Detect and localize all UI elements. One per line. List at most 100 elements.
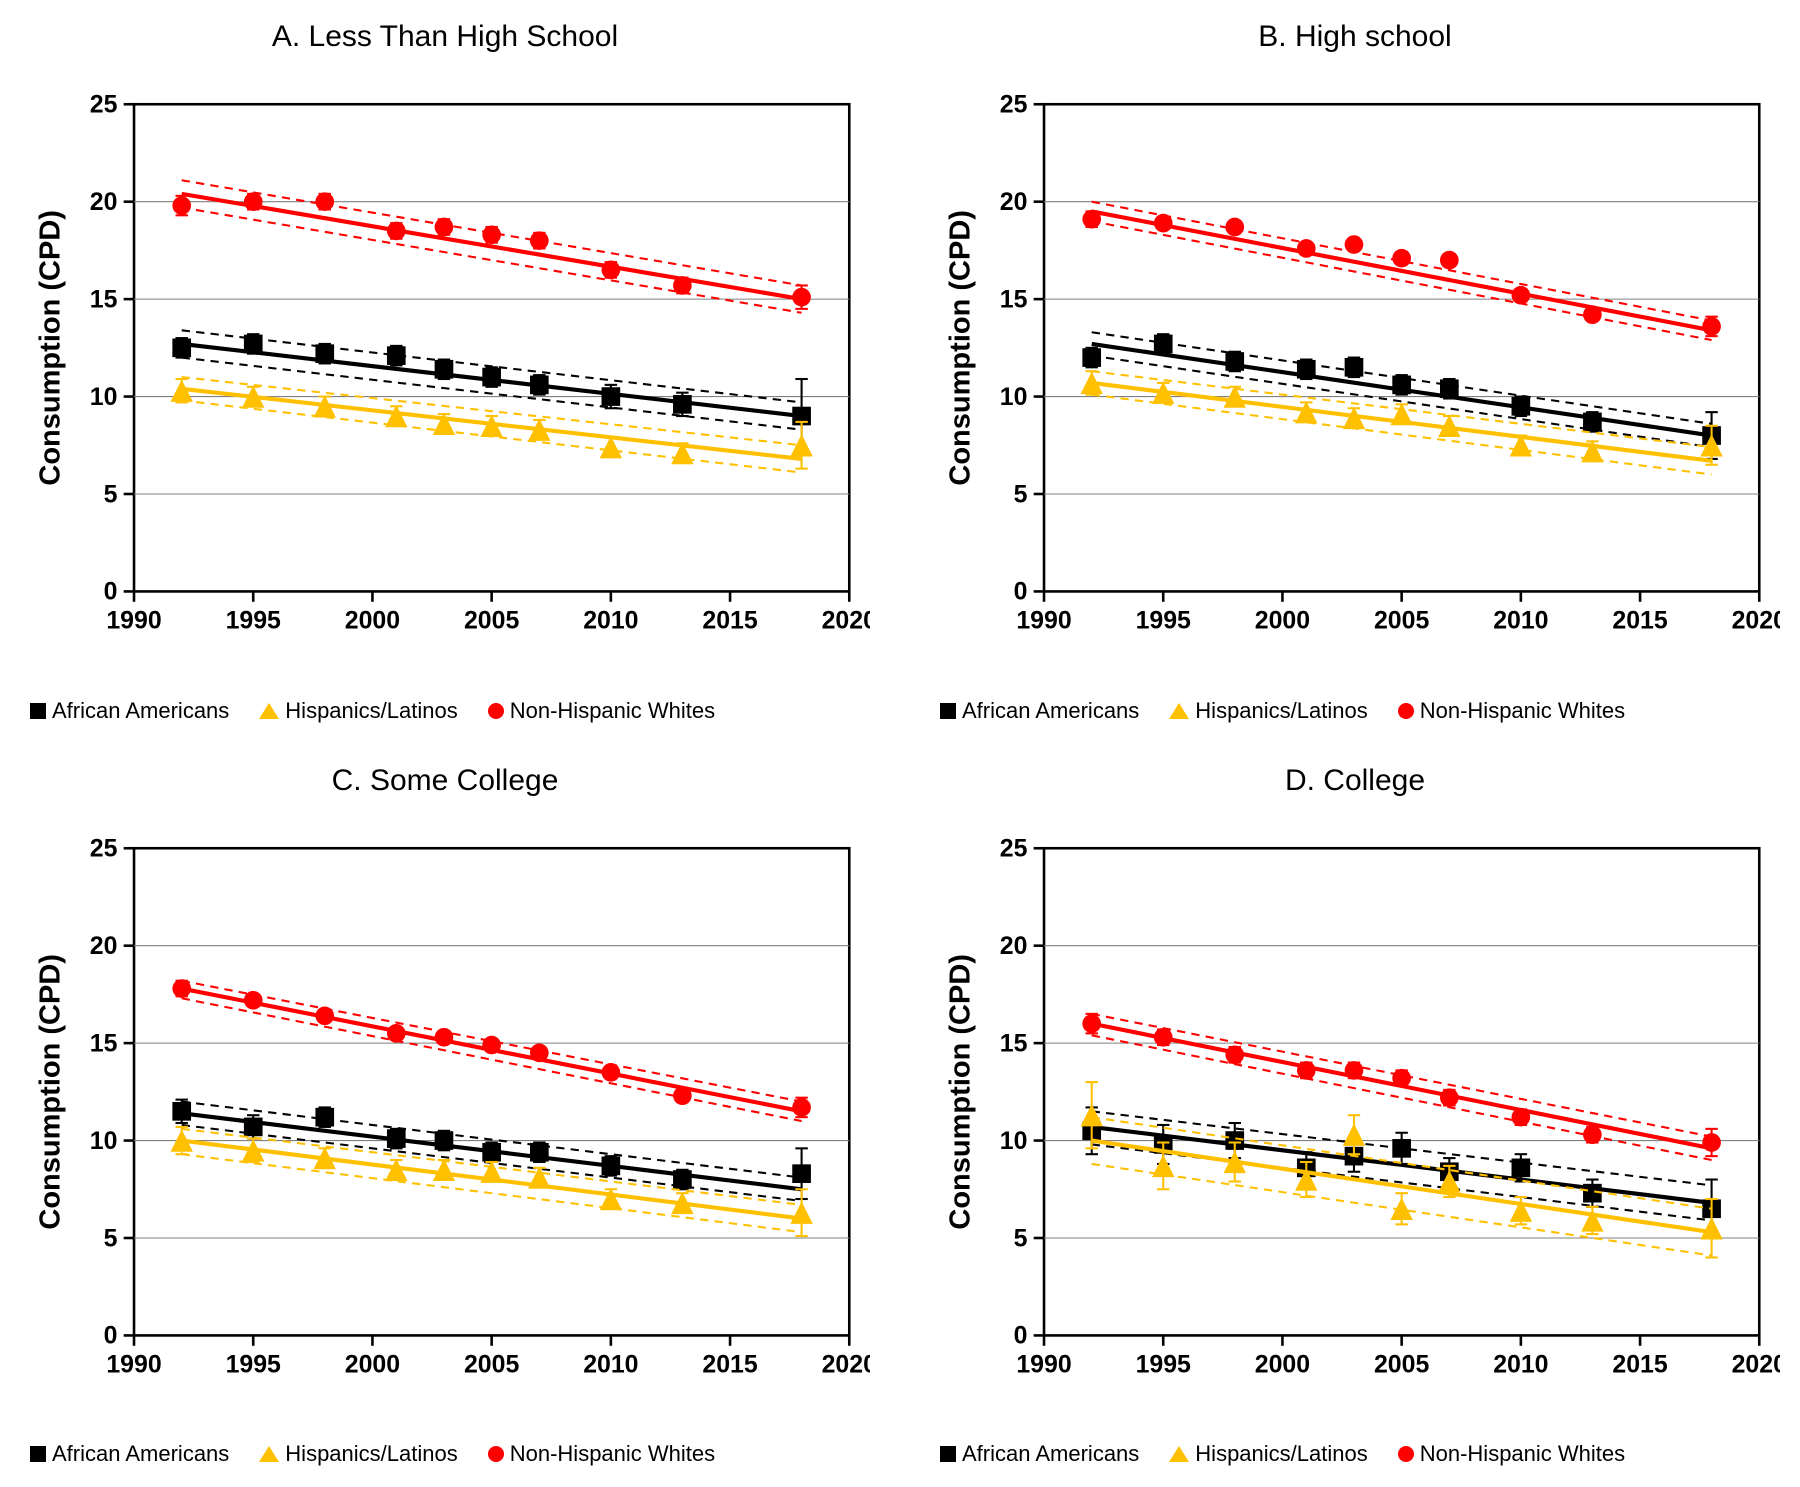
legend-item: Hispanics/Latinos — [259, 1441, 457, 1467]
svg-text:2010: 2010 — [1493, 1350, 1548, 1378]
svg-text:2005: 2005 — [1374, 1350, 1429, 1378]
chart-area: 05101520251990199520002005201020152020Co… — [20, 66, 870, 682]
panel-title: B. High school — [930, 20, 1780, 54]
svg-text:0: 0 — [1014, 1321, 1028, 1349]
svg-text:25: 25 — [90, 834, 118, 862]
legend-marker-triangle — [259, 703, 279, 719]
legend-label: African Americans — [52, 698, 229, 724]
svg-text:2015: 2015 — [1612, 607, 1667, 635]
legend-label: Hispanics/Latinos — [285, 698, 457, 724]
svg-text:Consumption (CPD): Consumption (CPD) — [944, 210, 976, 486]
panel-A: A. Less Than High School 051015202519901… — [20, 20, 870, 724]
legend-item: Hispanics/Latinos — [259, 698, 457, 724]
legend-marker-triangle — [259, 1446, 279, 1462]
legend: African Americans Hispanics/Latinos Non-Hi… — [930, 698, 1780, 724]
svg-text:1990: 1990 — [1016, 607, 1071, 635]
legend-marker-square — [940, 703, 956, 719]
svg-text:2010: 2010 — [583, 1350, 638, 1378]
svg-text:2020: 2020 — [1732, 1350, 1780, 1378]
svg-text:2015: 2015 — [702, 607, 757, 635]
svg-text:10: 10 — [90, 383, 118, 411]
svg-text:0: 0 — [104, 578, 118, 606]
panel-title: A. Less Than High School — [20, 20, 870, 54]
svg-text:2000: 2000 — [345, 1350, 400, 1378]
svg-text:0: 0 — [104, 1321, 118, 1349]
svg-text:Consumption (CPD): Consumption (CPD) — [34, 954, 66, 1230]
svg-text:2015: 2015 — [1612, 1350, 1667, 1378]
panel-B: B. High school 0510152025199019952000200… — [930, 20, 1780, 724]
svg-text:25: 25 — [1000, 834, 1028, 862]
legend: African Americans Hispanics/Latinos Non-Hi… — [20, 1441, 870, 1467]
panel-title: C. Some College — [20, 764, 870, 798]
svg-text:2015: 2015 — [702, 1350, 757, 1378]
legend: African Americans Hispanics/Latinos Non-Hi… — [930, 1441, 1780, 1467]
legend-item: Hispanics/Latinos — [1169, 1441, 1367, 1467]
svg-text:20: 20 — [1000, 931, 1028, 959]
svg-text:2010: 2010 — [1493, 607, 1548, 635]
legend-label: Non-Hispanic Whites — [510, 1441, 715, 1467]
svg-text:10: 10 — [1000, 1126, 1028, 1154]
legend-item: Hispanics/Latinos — [1169, 698, 1367, 724]
chart-svg: 05101520251990199520002005201020152020Co… — [930, 810, 1780, 1426]
legend-marker-square — [30, 1446, 46, 1462]
svg-text:2005: 2005 — [1374, 607, 1429, 635]
panel-title: D. College — [930, 764, 1780, 798]
legend-marker-triangle — [1169, 1446, 1189, 1462]
legend-marker-circle — [1398, 1446, 1414, 1462]
svg-text:1995: 1995 — [226, 1350, 281, 1378]
legend-label: African Americans — [962, 698, 1139, 724]
svg-text:2005: 2005 — [464, 1350, 519, 1378]
svg-text:0: 0 — [1014, 578, 1028, 606]
svg-text:2005: 2005 — [464, 607, 519, 635]
svg-text:Consumption (CPD): Consumption (CPD) — [944, 954, 976, 1230]
chart-svg: 05101520251990199520002005201020152020Co… — [930, 66, 1780, 682]
svg-text:5: 5 — [104, 480, 118, 508]
svg-text:5: 5 — [104, 1224, 118, 1252]
svg-text:1990: 1990 — [106, 1350, 161, 1378]
svg-text:1995: 1995 — [1136, 1350, 1191, 1378]
chart-area: 05101520251990199520002005201020152020Co… — [930, 810, 1780, 1426]
legend-item: African Americans — [940, 698, 1139, 724]
legend-marker-triangle — [1169, 703, 1189, 719]
legend-label: Non-Hispanic Whites — [1420, 698, 1625, 724]
legend-marker-circle — [488, 703, 504, 719]
legend: African Americans Hispanics/Latinos Non-Hi… — [20, 698, 870, 724]
svg-text:Consumption (CPD): Consumption (CPD) — [34, 210, 66, 486]
svg-text:20: 20 — [90, 188, 118, 216]
svg-text:20: 20 — [1000, 188, 1028, 216]
svg-text:15: 15 — [1000, 285, 1028, 313]
svg-text:2020: 2020 — [1732, 607, 1780, 635]
svg-text:1990: 1990 — [1016, 1350, 1071, 1378]
svg-text:10: 10 — [90, 1126, 118, 1154]
legend-marker-circle — [488, 1446, 504, 1462]
legend-label: Non-Hispanic Whites — [1420, 1441, 1625, 1467]
legend-item: Non-Hispanic Whites — [1398, 698, 1625, 724]
svg-text:15: 15 — [1000, 1029, 1028, 1057]
svg-text:15: 15 — [90, 1029, 118, 1057]
legend-item: African Americans — [30, 698, 229, 724]
svg-text:2010: 2010 — [583, 607, 638, 635]
chart-svg: 0 5 10 15 20 25 1990 1995 2000 2005 2010 2015 2020 Co… — [20, 810, 870, 1426]
svg-text:5: 5 — [1014, 1224, 1028, 1252]
svg-text:25: 25 — [1000, 91, 1028, 119]
chart-area: 05101520251990199520002005201020152020Co… — [930, 66, 1780, 682]
legend-marker-square — [940, 1446, 956, 1462]
svg-text:5: 5 — [1014, 480, 1028, 508]
svg-text:2000: 2000 — [1255, 607, 1310, 635]
legend-label: African Americans — [962, 1441, 1139, 1467]
svg-text:25: 25 — [90, 91, 118, 119]
panel-C: C. Some College 0 5 10 15 20 25 1990 1995 2000 20… — [20, 764, 870, 1468]
svg-text:1990: 1990 — [106, 607, 161, 635]
legend-marker-circle — [1398, 703, 1414, 719]
svg-text:15: 15 — [90, 285, 118, 313]
legend-item: Non-Hispanic Whites — [488, 698, 715, 724]
svg-text:2020: 2020 — [822, 1350, 870, 1378]
legend-marker-square — [30, 703, 46, 719]
panel-D: D. College 05101520251990199520002005201… — [930, 764, 1780, 1468]
svg-text:20: 20 — [90, 931, 118, 959]
chart-grid: A. Less Than High School 0 5 10 15 20 25 1990 1… — [20, 20, 1780, 1467]
legend-label: African Americans — [52, 1441, 229, 1467]
legend-label: Hispanics/Latinos — [1195, 1441, 1367, 1467]
legend-label: Non-Hispanic Whites — [510, 698, 715, 724]
svg-text:2000: 2000 — [345, 607, 400, 635]
